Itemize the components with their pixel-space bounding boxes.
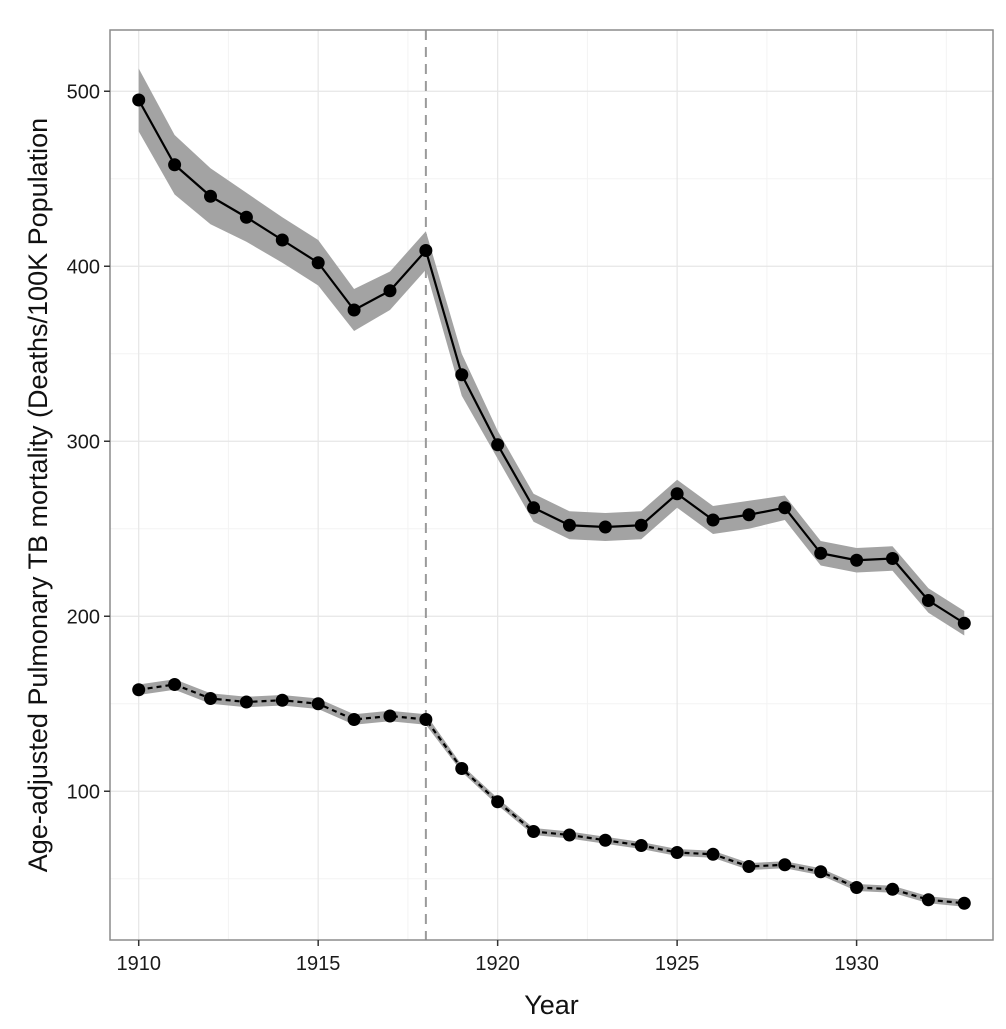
data-point-series-2 [706,847,720,861]
y-axis-title: Age-adjusted Pulmonary TB mortality (Dea… [23,118,53,872]
data-point-series-1 [562,518,576,532]
data-point-series-2 [850,881,864,894]
data-point-series-2 [204,692,218,705]
data-point-series-2 [239,695,253,709]
data-point-series-2 [670,846,684,859]
data-point-series-1 [455,368,469,382]
data-point-series-2 [419,713,433,726]
data-point-series-1 [347,303,361,317]
x-tick-label: 1915 [296,953,341,975]
confidence-ribbon-series-2 [138,679,965,907]
x-tick-label: 1910 [116,953,161,975]
data-point-series-2 [598,833,612,847]
data-point-series-1 [204,189,218,203]
data-points [132,93,971,910]
data-point-series-1 [598,520,612,534]
data-point-series-2 [527,825,541,838]
data-point-series-2 [275,693,289,707]
data-point-series-1 [383,284,397,298]
data-point-series-1 [239,210,253,224]
data-point-series-2 [885,882,899,896]
data-point-series-1 [634,518,648,532]
y-tick-label: 400 [67,256,100,278]
x-tick-label: 1920 [475,953,520,975]
data-point-series-1 [168,158,182,172]
plot-panel-border [109,29,994,941]
data-point-series-1 [491,438,505,452]
y-tick-label: 300 [67,431,100,453]
data-point-series-2 [778,858,792,872]
axes: 100 200 300 400 500 1910 1915 1920 1925 1930 [67,81,879,975]
data-point-series-2 [491,795,505,809]
confidence-ribbons [138,68,965,907]
data-point-series-2 [742,860,756,873]
y-tick-label: 100 [67,781,100,803]
x-tick-label: 1930 [834,953,879,975]
data-point-series-1 [670,487,684,501]
data-point-series-2 [168,678,182,691]
y-tick-label: 200 [67,606,100,628]
data-point-series-1 [275,233,289,247]
data-point-series-1 [132,93,146,107]
x-tick-label: 1925 [655,953,700,975]
data-point-series-2 [634,839,648,852]
data-point-series-2 [957,896,971,910]
data-point-series-1 [311,256,325,270]
x-axis-title: Year [524,990,579,1020]
y-tick-label: 500 [67,81,100,103]
data-point-series-1 [527,501,541,515]
data-point-series-2 [132,683,146,697]
data-point-series-2 [921,893,935,907]
grid-lines [110,30,993,940]
data-point-series-2 [814,865,828,879]
data-point-series-1 [419,244,433,257]
data-point-series-2 [455,762,469,775]
data-point-series-1 [706,513,720,527]
data-point-series-2 [562,828,576,842]
data-point-series-1 [742,508,756,522]
data-point-series-2 [311,697,325,711]
data-point-series-1 [957,616,971,630]
confidence-ribbon-series-1 [138,68,965,636]
data-point-series-2 [383,709,397,723]
data-point-series-1 [778,501,792,515]
data-point-series-2 [347,713,361,726]
data-point-series-1 [885,552,899,565]
data-point-series-1 [921,594,935,607]
data-point-series-1 [814,546,828,560]
series-line-2 [138,683,965,905]
data-point-series-1 [850,553,864,567]
